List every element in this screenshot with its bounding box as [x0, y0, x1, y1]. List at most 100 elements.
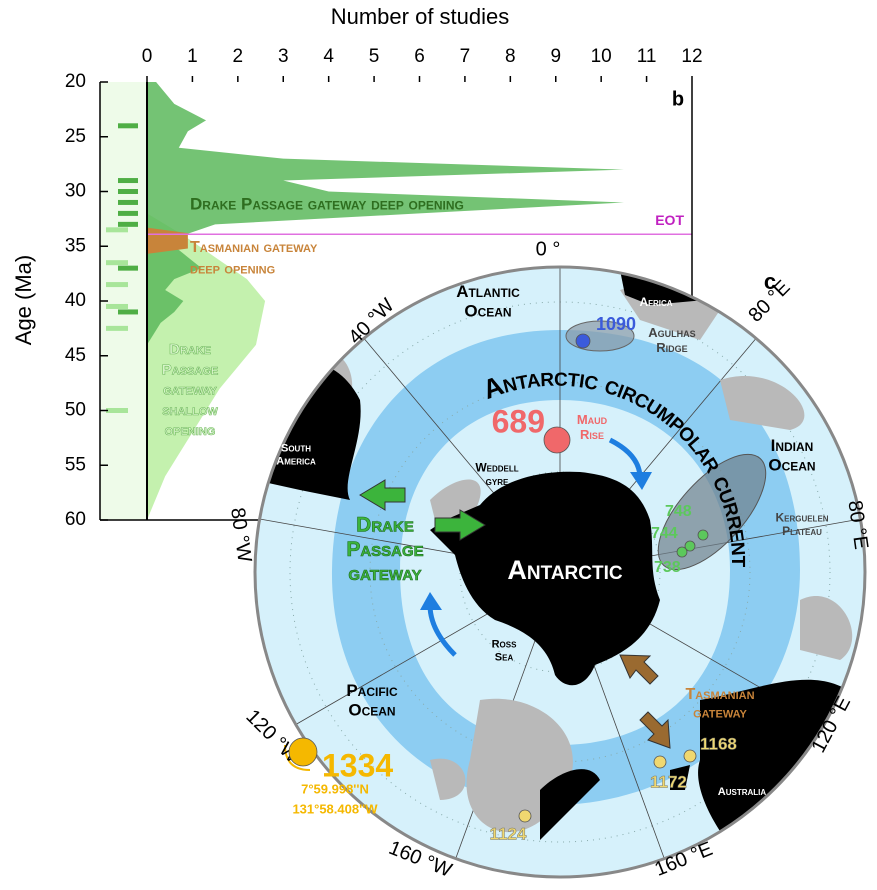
- x-tick-label: 8: [505, 46, 516, 67]
- deep-bar: [118, 123, 138, 129]
- x-tick-label: 0: [142, 46, 153, 67]
- grey-land: [720, 375, 805, 430]
- place-label: Maud Rise: [577, 413, 608, 443]
- text-line: Passage: [162, 361, 218, 378]
- x-tick-label: 4: [323, 46, 334, 67]
- text-line: gateway: [348, 562, 421, 585]
- place-label: Australia: [718, 786, 767, 798]
- deep-bar: [118, 178, 138, 184]
- y-tick-label: 40: [65, 290, 86, 311]
- text-line: Pacific: [346, 681, 398, 700]
- shallow-bar: [106, 282, 128, 288]
- arrow: [359, 479, 406, 511]
- site: [543, 426, 571, 454]
- place-label: Weddell gyre: [475, 461, 518, 489]
- orbit-arrow: [284, 744, 311, 771]
- annotation: EOT: [655, 212, 684, 228]
- panel-label: c: [764, 269, 776, 294]
- x-tick-label: 3: [278, 46, 289, 67]
- text-line: gateway: [163, 381, 217, 398]
- land: [670, 765, 690, 790]
- deep-bar: [118, 189, 138, 194]
- text-line: Ridge: [656, 340, 687, 355]
- y-tick-label: 35: [65, 235, 86, 256]
- series-label: Tasmanian gateway deep opening: [190, 239, 318, 278]
- meridian-label: 0 °: [536, 238, 561, 260]
- meridian-label: 80 °W: [226, 506, 255, 563]
- text-line: Drake: [356, 513, 414, 536]
- place-label: Drake Passage gateway: [346, 513, 423, 584]
- arrow: [619, 654, 659, 685]
- site: [288, 737, 318, 767]
- grey-land: [430, 758, 466, 800]
- site: [653, 755, 667, 769]
- panel-label: b: [672, 88, 684, 110]
- text-line: shallow: [162, 402, 218, 419]
- place-label: Indian Ocean: [768, 436, 815, 475]
- grey-land: [800, 595, 853, 660]
- arrowhead: [630, 472, 652, 490]
- deep-bar: [118, 199, 138, 205]
- place-label: Kerguelen Plateau: [775, 511, 828, 539]
- site: [676, 546, 688, 558]
- arrowhead: [420, 592, 442, 610]
- y-tick-label: 50: [65, 400, 86, 421]
- site-label: 744: [651, 525, 678, 542]
- area: [147, 82, 624, 345]
- deep-bar: [118, 210, 138, 216]
- text-line: South: [281, 443, 311, 455]
- site-coordinates: 131°58.408''W: [292, 801, 378, 816]
- x-tick-label: 2: [233, 46, 244, 67]
- y-tick-label: 55: [65, 454, 86, 475]
- text-line: gyre: [486, 474, 509, 488]
- text-line: Ross: [492, 639, 518, 651]
- text-line: Weddell: [475, 461, 518, 475]
- x-tick-label: 11: [637, 46, 657, 67]
- text-line: Tasmanian: [685, 686, 754, 703]
- place-label: Ross Sea: [492, 639, 518, 664]
- text-line: gateway: [693, 705, 747, 722]
- arrow: [639, 711, 671, 749]
- text-line: Indian: [771, 436, 814, 455]
- y-tick-label: 30: [65, 181, 86, 202]
- text-line: Rise: [580, 427, 604, 442]
- site: [683, 749, 697, 763]
- x-tick-label: 12: [681, 46, 702, 67]
- site-label: 689: [492, 403, 545, 439]
- shallow-bar: [106, 303, 128, 309]
- text-line: Agulhas: [648, 326, 695, 341]
- site: [697, 529, 709, 541]
- place-label: Antarctic: [507, 555, 622, 585]
- x-tick-label: 1: [187, 46, 198, 67]
- site-label: 1172: [650, 772, 687, 791]
- site-label: 738: [654, 559, 681, 576]
- text-line: Ocean: [348, 701, 395, 720]
- y-tick-label: 25: [65, 126, 86, 147]
- text-line: deep opening: [190, 261, 275, 278]
- text-line: Ocean: [768, 456, 815, 475]
- land: [430, 471, 660, 686]
- latitude: [289, 301, 831, 843]
- place-label: Tasmanian gateway: [685, 686, 754, 721]
- text-line: America: [276, 455, 316, 467]
- shallow-bar: [106, 260, 128, 266]
- y-tick-label: 20: [65, 71, 86, 92]
- y-tick-label: 45: [65, 345, 86, 366]
- text-line: Passage: [346, 537, 423, 560]
- text-line: opening: [165, 422, 216, 439]
- place-label: South America: [276, 443, 316, 468]
- place-label: Pacific Ocean: [346, 681, 398, 720]
- site: [684, 540, 696, 552]
- text-line: Kerguelen: [775, 511, 828, 525]
- y-axis-title: Age (Ma): [11, 255, 36, 345]
- deep-bar: [118, 221, 138, 227]
- site-label: 1334: [322, 747, 393, 783]
- text-line: Tasmanian gateway: [190, 239, 318, 256]
- site-label: 1090: [596, 314, 636, 334]
- site-label: 1168: [700, 734, 737, 753]
- kerguelen-plateau: [657, 453, 767, 571]
- place-label: Agulhas Ridge: [648, 326, 695, 356]
- y-tick-label: 60: [65, 509, 86, 530]
